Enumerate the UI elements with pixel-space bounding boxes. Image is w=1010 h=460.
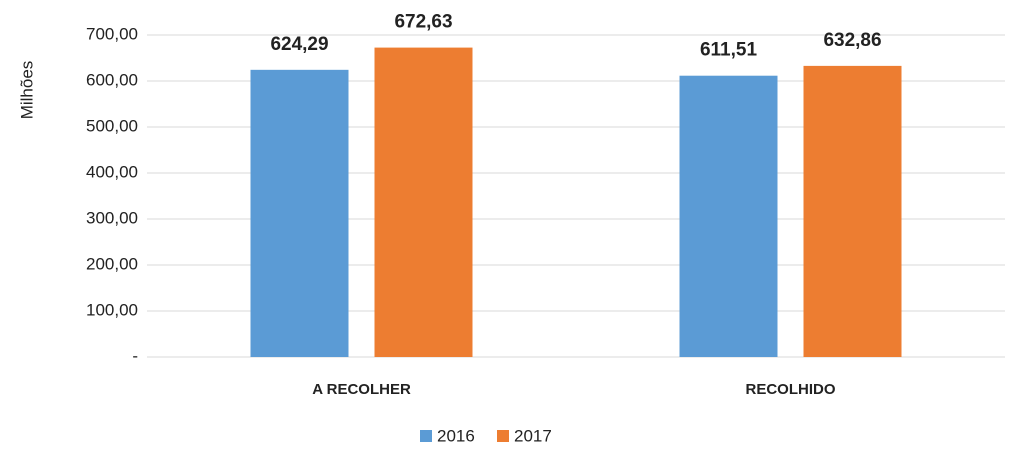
bar bbox=[250, 69, 349, 357]
y-tick-label: - bbox=[132, 346, 138, 365]
bar bbox=[803, 65, 902, 357]
x-tick-label: RECOLHIDO bbox=[746, 381, 836, 398]
bar bbox=[679, 75, 778, 358]
x-tick-label: A RECOLHER bbox=[312, 381, 411, 398]
legend-label: 2016 bbox=[437, 426, 475, 445]
legend-swatch bbox=[497, 430, 509, 442]
y-tick-label: 200,00 bbox=[86, 254, 138, 273]
y-tick-label: 700,00 bbox=[86, 24, 138, 43]
bar bbox=[374, 47, 473, 357]
legend-swatch bbox=[420, 430, 432, 442]
y-tick-label: 400,00 bbox=[86, 162, 138, 181]
y-tick-label: 100,00 bbox=[86, 300, 138, 319]
y-axis-label: Milhões bbox=[17, 61, 36, 120]
y-tick-label: 500,00 bbox=[86, 116, 138, 135]
legend-label: 2017 bbox=[514, 426, 552, 445]
y-tick-label: 600,00 bbox=[86, 70, 138, 89]
y-tick-label: 300,00 bbox=[86, 208, 138, 227]
data-label: 611,51 bbox=[700, 40, 757, 61]
data-label: 624,29 bbox=[270, 34, 328, 55]
data-label: 672,63 bbox=[394, 12, 452, 33]
data-label: 632,86 bbox=[823, 30, 881, 51]
